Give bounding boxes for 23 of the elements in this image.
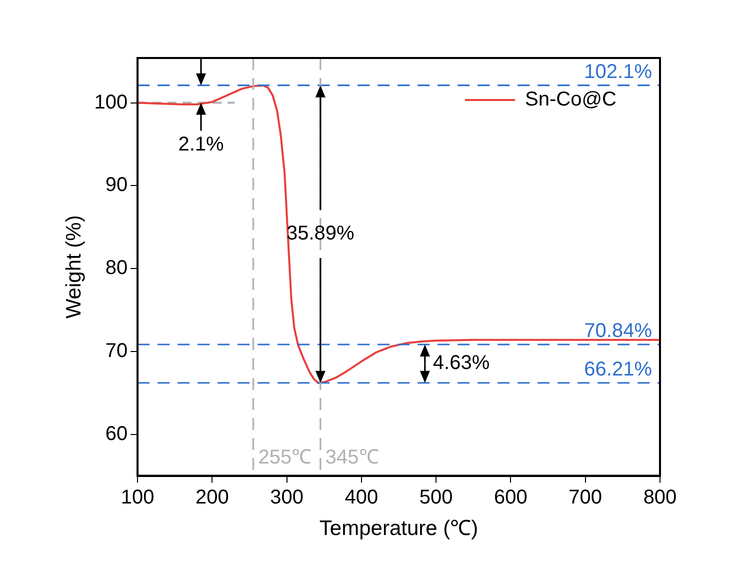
- y-tick-label: 60: [105, 422, 128, 445]
- y-tick-label: 70: [105, 340, 128, 362]
- x-tick-label: 100: [120, 486, 154, 508]
- y-tick-label: 80: [105, 257, 128, 280]
- annotation: 4.63%: [432, 352, 490, 374]
- ref-line-label: 255℃: [258, 446, 312, 468]
- x-tick-label: 500: [419, 486, 453, 508]
- y-tick-label: 90: [105, 174, 128, 196]
- ref-line-label: 70.84%: [584, 320, 652, 342]
- ref-line-label: 345℃: [325, 446, 379, 468]
- x-axis-title: Temperature (℃): [319, 517, 478, 540]
- annotation: 2.1%: [178, 133, 224, 156]
- ref-line-label: 66.21%: [584, 358, 652, 380]
- x-tick-label: 600: [494, 486, 528, 508]
- x-tick-label: 200: [196, 486, 229, 508]
- legend-label: Sn-Co@C: [525, 88, 616, 111]
- ref-line-label: 102.1%: [584, 60, 652, 83]
- x-tick-label: 700: [568, 486, 602, 508]
- x-tick-label: 800: [643, 486, 677, 508]
- y-tick-label: 100: [94, 91, 128, 114]
- y-axis-title: Weight (%): [62, 215, 86, 319]
- x-tick-label: 300: [270, 486, 304, 508]
- x-tick-label: 400: [344, 486, 378, 508]
